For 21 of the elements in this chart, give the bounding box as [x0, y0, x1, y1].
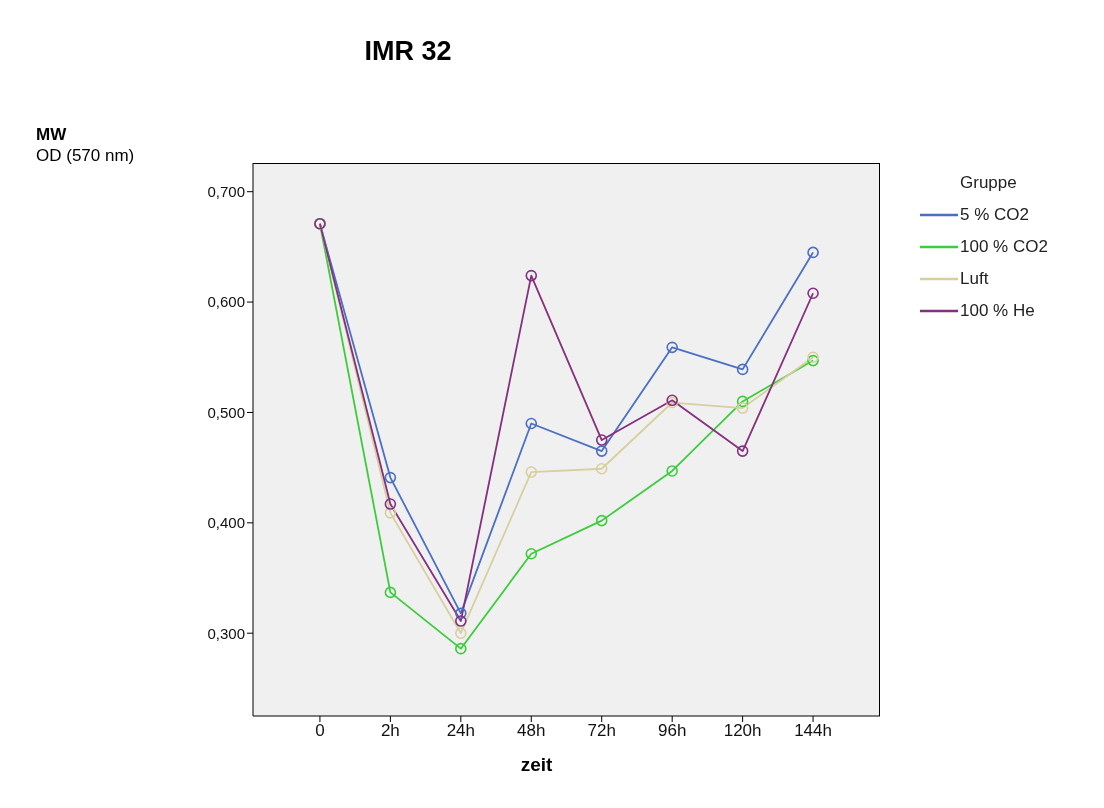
legend-label: Luft [960, 269, 989, 289]
y-tick-label: 0,400 [207, 514, 245, 532]
legend-label: 100 % He [960, 301, 1035, 321]
x-tick-label: 48h [517, 721, 546, 741]
x-tick-label: 120h [723, 721, 762, 741]
legend-label: 5 % CO2 [960, 205, 1029, 225]
legend-label: 100 % CO2 [960, 237, 1048, 257]
chart-title: IMR 32 [363, 36, 453, 67]
x-axis-title: zeit [519, 754, 554, 776]
y-axis-title: MW OD (570 nm) [36, 124, 135, 166]
x-tick-label: 2h [380, 721, 400, 741]
x-tick-label: 144h [794, 721, 832, 741]
x-tick-label: 24h [446, 721, 476, 741]
x-tick-label: 0 [315, 721, 325, 741]
y-tick-label: 0,300 [207, 624, 245, 642]
x-tick-label: 96h [657, 721, 687, 741]
y-tick-label: 0,600 [207, 293, 245, 311]
y-tick-label: 0,500 [207, 403, 245, 421]
legend-title: Gruppe [960, 173, 1018, 193]
y-tick-label: 0,700 [207, 183, 245, 201]
x-tick-label: 72h [587, 721, 616, 741]
